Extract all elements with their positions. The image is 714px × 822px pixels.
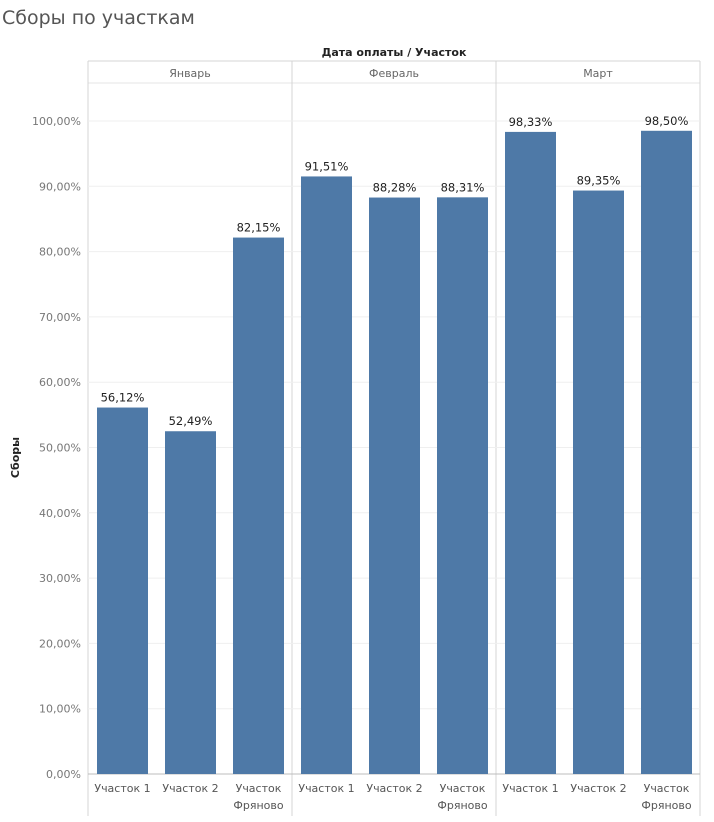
- x-category-label: Участок: [236, 782, 282, 795]
- bar-value-label: 82,15%: [237, 221, 281, 235]
- y-tick-label: 30,00%: [39, 572, 81, 585]
- x-category-label: Фряново: [437, 799, 487, 812]
- y-tick-label: 10,00%: [39, 703, 81, 716]
- x-category-label: Участок 2: [366, 782, 422, 795]
- y-axis-label: Сборы: [9, 437, 22, 478]
- bar-value-label: 98,50%: [645, 114, 689, 128]
- bar-value-label: 56,12%: [101, 391, 145, 405]
- bar: [233, 237, 284, 775]
- y-tick-label: 50,00%: [39, 442, 81, 455]
- chart-title: Сборы по участкам: [2, 7, 195, 29]
- y-tick-label: 100,00%: [32, 115, 81, 128]
- x-category-label: Участок: [644, 782, 690, 795]
- x-category-label: Фряново: [233, 799, 283, 812]
- bar-value-label: 88,31%: [441, 180, 485, 194]
- column-header: Дата оплаты / Участок: [322, 46, 467, 59]
- bar: [505, 131, 556, 775]
- bar: [165, 431, 216, 774]
- y-tick-label: 40,00%: [39, 507, 81, 520]
- x-category-label: Участок 2: [570, 782, 626, 795]
- bar-value-label: 91,51%: [305, 159, 349, 173]
- bar: [97, 407, 148, 774]
- group-label: Февраль: [369, 67, 419, 80]
- y-tick-label: 90,00%: [39, 180, 81, 193]
- bar-value-label: 88,28%: [373, 181, 417, 195]
- group-label: Март: [583, 67, 613, 80]
- x-category-label: Участок 2: [162, 782, 218, 795]
- bar: [641, 130, 692, 775]
- x-category-label: Фряново: [641, 799, 691, 812]
- group-label: Январь: [169, 67, 211, 80]
- bar: [573, 190, 624, 774]
- bar: [301, 176, 352, 774]
- y-tick-label: 70,00%: [39, 311, 81, 324]
- bar-value-label: 89,35%: [577, 174, 621, 188]
- x-category-label: Участок 1: [502, 782, 558, 795]
- x-category-label: Участок 1: [298, 782, 354, 795]
- y-tick-label: 80,00%: [39, 246, 81, 259]
- y-tick-label: 60,00%: [39, 376, 81, 389]
- bar-value-label: 52,49%: [169, 414, 213, 428]
- y-tick-label: 20,00%: [39, 637, 81, 650]
- bar-value-label: 98,33%: [509, 115, 553, 129]
- bar: [437, 197, 488, 774]
- x-category-label: Участок 1: [94, 782, 150, 795]
- bar: [369, 197, 420, 774]
- x-category-label: Участок: [440, 782, 486, 795]
- y-tick-label: 0,00%: [46, 768, 81, 781]
